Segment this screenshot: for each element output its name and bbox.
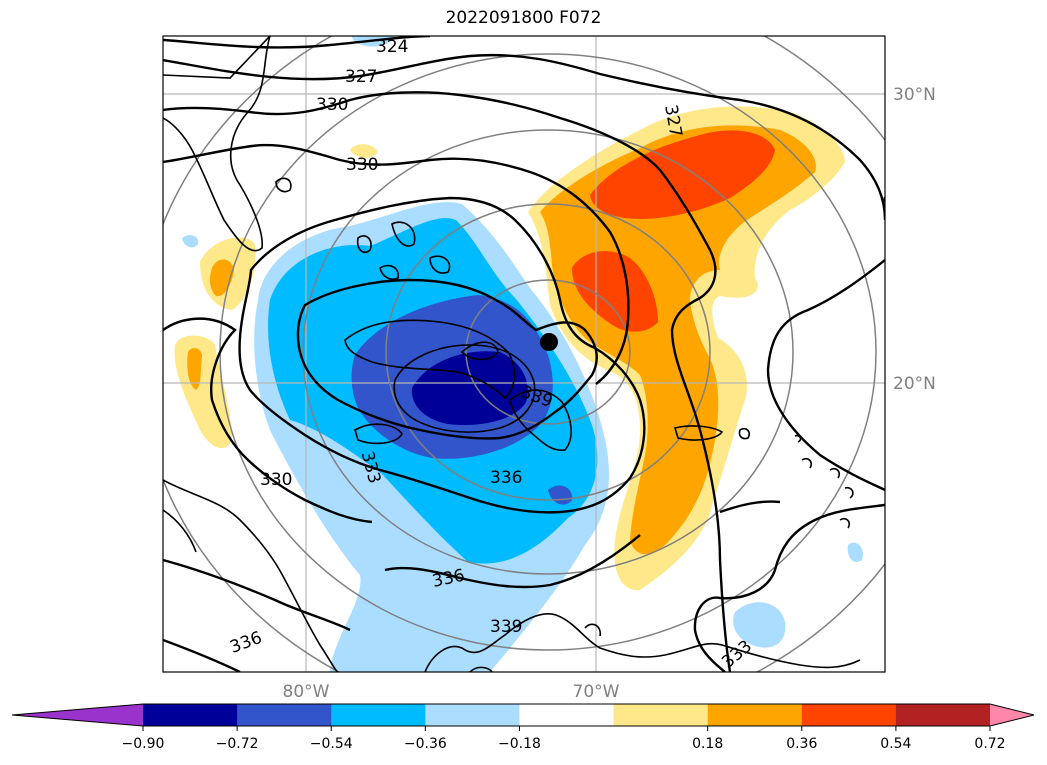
anomaly-fill-pos-1d — [350, 144, 378, 158]
colorbar-extend-high — [990, 704, 1034, 726]
contour-label: 339 — [490, 617, 522, 637]
colorbar-extend-low — [12, 704, 143, 726]
anomaly-fill-pos-2b — [187, 348, 202, 390]
colorbar-tick-label: −0.54 — [310, 736, 353, 752]
colorbar: −0.90 −0.72 −0.54 −0.36 −0.18 0.18 0.36 0.54 0.7… — [11, 703, 1035, 752]
map-plot: 324 327 330 330 327 327 330 333 336 336 … — [163, 36, 903, 672]
anomaly-fill-neg-1d — [182, 235, 199, 248]
colorbar-segment — [801, 704, 897, 726]
map-title: 2022091800 F072 — [445, 8, 602, 28]
lat-label-20n: 20°N — [893, 374, 936, 394]
colorbar-segment — [519, 704, 615, 726]
colorbar-segment — [895, 704, 991, 726]
lat-label-30n: 30°N — [893, 85, 936, 105]
coastlines — [163, 36, 861, 672]
contour-label: 324 — [376, 37, 408, 57]
storm-center-marker — [540, 333, 558, 351]
map-frame — [162, 35, 886, 673]
colorbar-segment — [613, 704, 709, 726]
contour-label: 327 — [345, 67, 377, 87]
contour-label: 330 — [316, 95, 348, 115]
contour-label: 330 — [346, 155, 378, 175]
colorbar-segment — [237, 704, 332, 726]
anomaly-fill-pos-3b — [572, 251, 658, 332]
colorbar-segment — [143, 704, 238, 726]
contour-label: 330 — [260, 470, 292, 490]
colorbar-segment — [331, 704, 426, 726]
theta-contours — [163, 36, 885, 672]
colorbar-tick-label: 0.54 — [880, 736, 911, 752]
colorbar-tick-label: 0.72 — [974, 736, 1005, 752]
colorbar-tick-label: −0.36 — [404, 736, 447, 752]
theta-contour-inner — [393, 344, 536, 433]
colorbar-segment — [707, 704, 803, 726]
lon-label-70w: 70°W — [573, 682, 620, 702]
anomaly-fill-neg-1e — [847, 542, 863, 563]
lon-label-80w: 80°W — [283, 682, 330, 702]
contour-labels: 324 327 330 330 327 327 330 333 336 336 … — [227, 37, 903, 672]
colorbar-tick-label: 0.18 — [692, 736, 723, 752]
contour-label: 336 — [490, 468, 522, 488]
contour-label: 327 — [878, 193, 903, 228]
colorbar-tick-label: −0.90 — [122, 736, 165, 752]
colorbar-tick-label: 0.36 — [786, 736, 817, 752]
colorbar-segment — [425, 704, 520, 726]
anomaly-fill-pos-3 — [590, 130, 775, 219]
colorbar-tick-label: −0.18 — [498, 736, 541, 752]
colorbar-tick-label: −0.72 — [216, 736, 259, 752]
anomaly-fill-neg-1b — [733, 602, 786, 648]
